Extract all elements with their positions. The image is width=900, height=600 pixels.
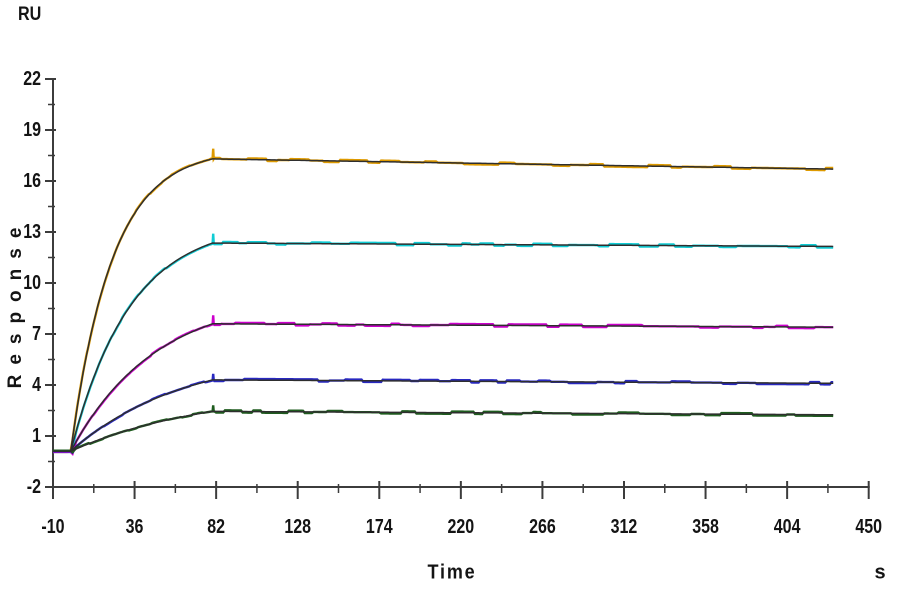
y-tick-label: 1: [32, 424, 41, 446]
y-axis-unit-label: RU: [18, 4, 42, 25]
x-tick-label: -10: [41, 515, 64, 537]
y-tick-label: 13: [23, 220, 41, 242]
x-axis-title: Time: [427, 561, 477, 584]
kinetic-fit-line-3: [53, 323, 834, 453]
kinetic-fit-line-4: [53, 379, 834, 453]
x-tick-label: 358: [692, 515, 719, 537]
x-tick-label: 82: [207, 515, 225, 537]
kinetic-fit-line-1: [53, 158, 834, 453]
x-tick-label: 174: [366, 515, 393, 537]
y-tick-label: 22: [23, 67, 41, 89]
sensorgram-curve-3: [53, 315, 834, 456]
y-tick-label: 19: [23, 118, 41, 140]
y-tick-label: 7: [32, 322, 41, 344]
y-tick-label: 4: [32, 373, 41, 395]
sensorgram-curve-1: [53, 148, 834, 454]
x-tick-label: 450: [855, 515, 882, 537]
x-tick-label: 404: [774, 515, 801, 537]
x-axis-unit-label: s: [874, 561, 886, 584]
y-tick-label: -2: [27, 475, 41, 497]
kinetic-fit-line-5: [53, 410, 834, 453]
x-tick-label: 220: [448, 515, 475, 537]
y-axis-title: Response: [5, 217, 26, 389]
x-tick-label: 128: [284, 515, 311, 537]
x-tick-label: 312: [611, 515, 638, 537]
x-tick-label: 266: [529, 515, 556, 537]
kinetic-fit-line-2: [53, 242, 834, 453]
x-tick-label: 36: [126, 515, 144, 537]
y-tick-label: 16: [23, 169, 41, 191]
y-tick-label: 10: [23, 271, 41, 293]
